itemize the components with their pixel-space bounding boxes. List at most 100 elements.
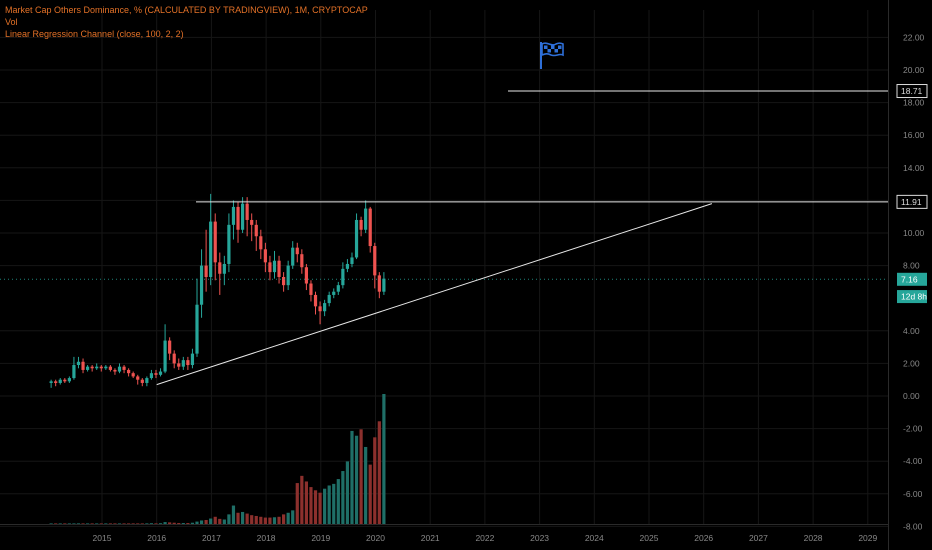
candle-body[interactable] [90,366,94,369]
volume-bar [368,464,372,524]
candle-body[interactable] [354,219,359,258]
candle-body[interactable] [318,306,322,312]
candle-body[interactable] [154,373,158,375]
x-tick-label: 2019 [311,533,330,543]
candle-body[interactable] [181,360,185,367]
candle-body[interactable] [313,294,318,307]
legend-main-series[interactable]: Market Cap Others Dominance, % (CALCULAT… [5,5,368,15]
x-tick-label: 2027 [749,533,768,543]
volume-bar [108,523,112,524]
candle-body[interactable] [177,363,181,367]
candle-body[interactable] [254,224,258,237]
volume-bar [113,523,117,524]
candle-body[interactable] [95,366,99,369]
candle-body[interactable] [58,379,62,383]
volume-bar [350,430,354,524]
level-badge-resistance: 11.91 [896,194,928,209]
candle-body[interactable] [282,277,286,286]
candle-body[interactable] [67,378,71,382]
candle-body[interactable] [272,260,277,273]
candle-body[interactable] [213,221,217,263]
candle-body[interactable] [54,381,58,383]
candle-body[interactable] [373,246,377,276]
volume-bar [300,475,304,524]
candle-body[interactable] [263,249,267,263]
candle-body[interactable] [332,291,336,295]
volume-bar [90,523,94,524]
candle-body[interactable] [227,224,231,264]
volume-bar [54,523,58,524]
candle-body[interactable] [186,360,190,366]
candle-body[interactable] [323,303,327,312]
candle-body[interactable] [259,236,263,250]
candle-body[interactable] [204,265,208,278]
candle-body[interactable] [336,285,340,292]
legend-volume[interactable]: Vol [5,17,18,27]
candle-body[interactable] [72,365,76,379]
candle-body[interactable] [240,203,245,230]
candle-body[interactable] [163,340,167,372]
candle-body[interactable] [113,369,117,372]
candle-body[interactable] [382,278,386,292]
flag-icon[interactable] [538,40,564,70]
candle-body[interactable] [81,361,85,370]
level-badge-high: 18.71 [896,84,928,99]
candle-body[interactable] [250,219,254,225]
candle-body[interactable] [136,376,140,380]
volume-bar [154,523,158,524]
volume-bar [382,394,386,524]
candle-body[interactable] [99,366,103,369]
y-tick-label: 18.00 [903,98,925,108]
candle-body[interactable] [199,265,204,305]
y-tick-label: 16.00 [903,130,925,140]
ascending-trendline[interactable] [156,203,713,386]
candle-body[interactable] [195,304,199,354]
candle-body[interactable] [377,275,381,292]
candle-body[interactable] [304,267,308,284]
candle-body[interactable] [122,366,126,370]
candle-body[interactable] [222,263,226,274]
candle-body[interactable] [158,371,163,375]
candle-body[interactable] [117,366,122,372]
candle-body[interactable] [359,219,363,230]
candle-body[interactable] [295,247,299,255]
candle-body[interactable] [291,247,295,266]
candle-body[interactable] [300,254,304,268]
candle-body[interactable] [49,381,53,383]
candle-body[interactable] [131,373,135,377]
candle-body[interactable] [63,379,67,382]
candle-body[interactable] [108,366,112,370]
candle-body[interactable] [345,263,350,269]
candle-body[interactable] [209,221,213,278]
candle-body[interactable] [218,262,222,274]
x-tick-label: 2022 [475,533,494,543]
candle-body[interactable] [350,257,354,264]
candle-body[interactable] [286,265,290,286]
candle-body[interactable] [145,378,149,383]
candle-body[interactable] [127,369,131,374]
y-tick-label: -4.00 [903,456,923,466]
candle-body[interactable] [85,366,90,370]
candle-body[interactable] [149,373,154,379]
candle-body[interactable] [168,340,172,354]
candle-body[interactable] [245,203,249,220]
candle-body[interactable] [76,361,81,366]
volume-bar [209,518,213,524]
candle-body[interactable] [309,283,313,295]
candle-body[interactable] [172,353,176,364]
candle-body[interactable] [140,379,144,383]
candle-body[interactable] [190,353,195,366]
legend-linear-regression[interactable]: Linear Regression Channel (close, 100, 2… [5,29,184,39]
candle-body[interactable] [268,262,272,273]
candle-body[interactable] [341,268,345,286]
candle-body[interactable] [368,208,372,247]
candle-body[interactable] [364,208,368,230]
candle-body[interactable] [104,366,108,369]
x-tick-label: 2029 [858,533,877,543]
candle-body[interactable] [231,206,236,225]
candle-body[interactable] [236,206,240,230]
candle-body[interactable] [277,260,281,278]
candle-body[interactable] [327,294,331,304]
volume-bar [76,523,81,524]
